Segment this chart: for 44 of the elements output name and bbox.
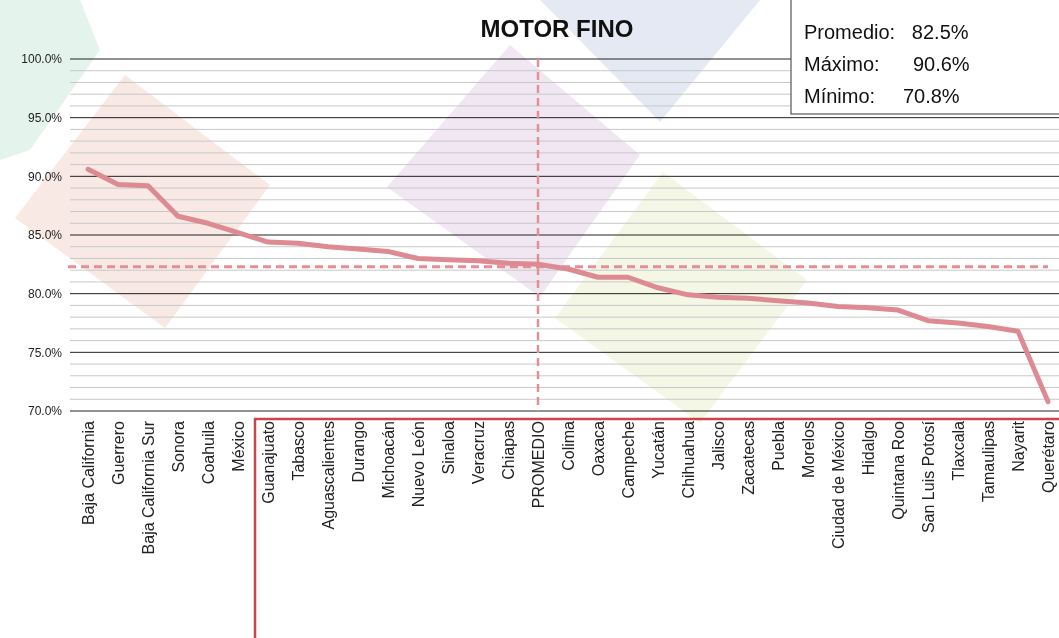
x-tick-label: Baja California [80,420,97,526]
x-tick-label: Yucatán [650,421,667,479]
x-tick-label: Michoacán [380,421,397,499]
x-tick-label: Campeche [620,420,637,499]
y-tick-label: 80.0% [27,286,63,301]
x-tick-label: Veracruz [470,421,487,485]
x-tick-label: Morelos [800,421,817,478]
x-tick-label: Aguascalientes [320,421,337,530]
x-tick-label: Puebla [770,420,787,471]
y-tick-label: 85.0% [27,228,63,243]
y-tick-label: 75.0% [27,345,63,360]
x-tick-label: Zacatecas [740,421,757,495]
x-tick-label: Sinaloa [440,420,457,475]
x-tick-label: Chihuahua [680,420,697,499]
y-tick-label: 95.0% [27,110,63,125]
x-tick-label: Guerrero [110,420,127,486]
y-tick-label: 90.0% [27,169,63,184]
x-tick-label: Tamaulipas [980,421,997,502]
x-tick-label: Tlaxcala [950,420,967,481]
chart-title: MOTOR FINO [480,15,634,42]
x-tick-label: Baja California Sur [140,420,157,555]
annotation: Mínimo: 70.8% [804,85,960,107]
x-tick-label: PROMEDIO [530,421,547,509]
y-tick-label: 70.0% [27,404,63,419]
x-tick-label: Coahuila [200,420,217,485]
x-tick-label: Nayarit [1010,420,1027,472]
x-tick-label: Ciudad de México [830,420,847,550]
x-tick-label: Nuevo León [410,421,427,508]
x-tick-label: Jalisco [710,420,727,470]
x-tick-label: Querétaro [1040,420,1057,494]
text: Promedio: 82.5% [804,21,969,43]
y-tick-label: 100.0% [21,52,63,67]
x-tick-label: Tabasco [290,420,307,481]
x-tick-label: Guanajuato [260,420,277,504]
x-tick-label: San Luis Potosí [920,420,937,534]
x-tick-label: Oaxaca [590,420,607,477]
x-tick-label: Colima [560,420,577,471]
x-tick-label: Hidalgo [860,420,877,476]
x-tick-label: Chiapas [500,421,517,480]
annotation: Máximo: 90.6% [804,53,970,75]
x-tick-label: México [230,420,247,472]
x-tick-label: Sonora [170,420,187,473]
x-tick-label: Quintana Roo [890,420,907,520]
x-tick-label: Durango [350,420,367,483]
